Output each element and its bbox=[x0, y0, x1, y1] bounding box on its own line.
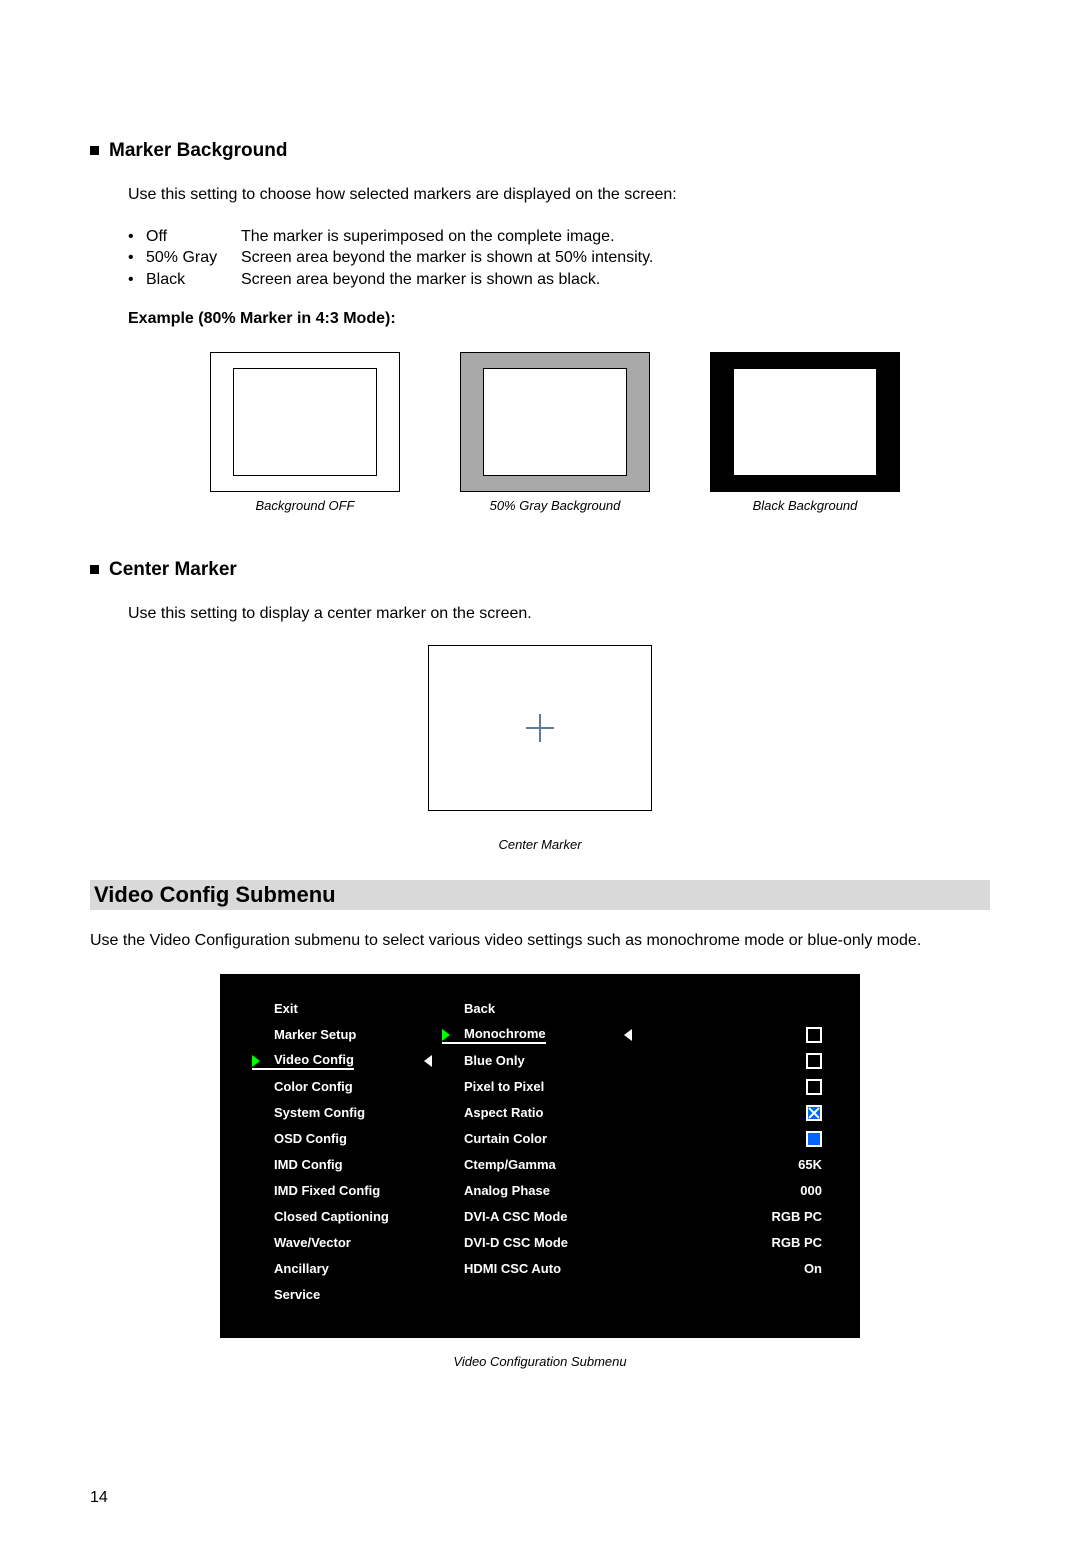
example-inner bbox=[233, 368, 377, 476]
example-inner bbox=[483, 368, 627, 476]
example-row: Background OFF 50% Gray Background Black… bbox=[210, 352, 990, 513]
example-gray: 50% Gray Background bbox=[460, 352, 650, 513]
menu-item[interactable]: Service bbox=[252, 1287, 320, 1302]
osd-row: IMD Config Ctemp/Gamma 65K bbox=[252, 1152, 828, 1178]
osd-row: OSD Config Curtain Color bbox=[252, 1126, 828, 1152]
example-caption: Black Background bbox=[710, 498, 900, 513]
menu-value: 000 bbox=[800, 1183, 822, 1198]
option-row: • 50% Gray Screen area beyond the marker… bbox=[128, 247, 990, 269]
checkbox-checked-icon[interactable] bbox=[806, 1105, 822, 1121]
center-marker-box bbox=[428, 645, 652, 811]
menu-item[interactable]: DVI-A CSC Mode bbox=[442, 1209, 568, 1224]
osd-caption: Video Configuration Submenu bbox=[90, 1354, 990, 1369]
example-black: Black Background bbox=[710, 352, 900, 513]
menu-item[interactable]: IMD Fixed Config bbox=[252, 1183, 380, 1198]
checkbox-icon[interactable] bbox=[806, 1079, 822, 1095]
osd-row: IMD Fixed Config Analog Phase 000 bbox=[252, 1178, 828, 1204]
example-inner bbox=[733, 368, 877, 476]
heading-text: Center Marker bbox=[109, 559, 237, 580]
checkbox-icon[interactable] bbox=[806, 1053, 822, 1069]
menu-item-selected[interactable]: Video Config bbox=[252, 1052, 354, 1070]
option-desc: Screen area beyond the marker is shown a… bbox=[241, 269, 990, 291]
example-box bbox=[210, 352, 400, 492]
center-marker-caption: Center Marker bbox=[90, 837, 990, 852]
example-off: Background OFF bbox=[210, 352, 400, 513]
marker-bg-options: • Off The marker is superimposed on the … bbox=[128, 226, 990, 291]
bullet-icon bbox=[90, 146, 99, 155]
osd-row: Exit Back bbox=[252, 996, 828, 1022]
plus-icon bbox=[526, 714, 554, 742]
osd-row: Ancillary HDMI CSC Auto On bbox=[252, 1256, 828, 1282]
menu-item[interactable]: Blue Only bbox=[442, 1053, 525, 1068]
menu-item[interactable]: IMD Config bbox=[252, 1157, 343, 1172]
option-name: Black bbox=[146, 269, 241, 291]
checkbox-icon[interactable] bbox=[806, 1027, 822, 1043]
menu-item[interactable]: Ctemp/Gamma bbox=[442, 1157, 556, 1172]
menu-value: RGB PC bbox=[771, 1235, 822, 1250]
heading-center-marker: Center Marker bbox=[90, 559, 990, 581]
video-config-banner: Video Config Submenu bbox=[90, 880, 990, 910]
osd-menu: Exit Back Marker Setup Monochrome Video … bbox=[220, 974, 860, 1338]
color-swatch-icon[interactable] bbox=[806, 1131, 822, 1147]
example-label: Example (80% Marker in 4:3 Mode): bbox=[128, 310, 990, 328]
osd-row: Service bbox=[252, 1282, 828, 1308]
triangle-right-icon bbox=[442, 1029, 450, 1041]
center-marker-figure bbox=[90, 645, 990, 811]
menu-value: On bbox=[804, 1261, 822, 1276]
menu-item[interactable]: Marker Setup bbox=[252, 1027, 356, 1042]
option-desc: Screen area beyond the marker is shown a… bbox=[241, 247, 990, 269]
menu-value: 65K bbox=[798, 1157, 822, 1172]
example-box bbox=[710, 352, 900, 492]
triangle-left-icon bbox=[424, 1055, 432, 1067]
menu-item[interactable]: Color Config bbox=[252, 1079, 353, 1094]
menu-item[interactable]: Wave/Vector bbox=[252, 1235, 351, 1250]
osd-row: Video Config Blue Only bbox=[252, 1048, 828, 1074]
menu-value: RGB PC bbox=[771, 1209, 822, 1224]
bullet-icon bbox=[90, 565, 99, 574]
menu-item[interactable]: Analog Phase bbox=[442, 1183, 550, 1198]
heading-marker-background: Marker Background bbox=[90, 140, 990, 162]
option-desc: The marker is superimposed on the comple… bbox=[241, 226, 990, 248]
menu-item[interactable]: Aspect Ratio bbox=[442, 1105, 543, 1120]
menu-item-selected[interactable]: Monochrome bbox=[442, 1026, 546, 1044]
menu-item[interactable]: System Config bbox=[252, 1105, 365, 1120]
bullet-dot: • bbox=[128, 269, 146, 291]
bullet-dot: • bbox=[128, 226, 146, 248]
osd-row: Wave/Vector DVI-D CSC Mode RGB PC bbox=[252, 1230, 828, 1256]
menu-item[interactable]: Exit bbox=[252, 1001, 298, 1016]
heading-text: Marker Background bbox=[109, 140, 287, 161]
menu-item[interactable]: Back bbox=[442, 1001, 495, 1016]
menu-item[interactable]: Closed Captioning bbox=[252, 1209, 389, 1224]
option-row: • Off The marker is superimposed on the … bbox=[128, 226, 990, 248]
menu-item[interactable]: Ancillary bbox=[252, 1261, 329, 1276]
osd-row: Marker Setup Monochrome bbox=[252, 1022, 828, 1048]
option-row: • Black Screen area beyond the marker is… bbox=[128, 269, 990, 291]
menu-item[interactable]: DVI-D CSC Mode bbox=[442, 1235, 568, 1250]
menu-item[interactable]: Pixel to Pixel bbox=[442, 1079, 544, 1094]
submenu-intro: Use the Video Configuration submenu to s… bbox=[90, 932, 990, 950]
osd-row: Color Config Pixel to Pixel bbox=[252, 1074, 828, 1100]
bullet-dot: • bbox=[128, 247, 146, 269]
triangle-left-icon bbox=[624, 1029, 632, 1041]
menu-item[interactable]: OSD Config bbox=[252, 1131, 347, 1146]
example-caption: Background OFF bbox=[210, 498, 400, 513]
menu-item[interactable]: Curtain Color bbox=[442, 1131, 547, 1146]
marker-bg-intro: Use this setting to choose how selected … bbox=[128, 184, 990, 206]
osd-row: Closed Captioning DVI-A CSC Mode RGB PC bbox=[252, 1204, 828, 1230]
example-box bbox=[460, 352, 650, 492]
page-number: 14 bbox=[90, 1489, 990, 1507]
osd-row: System Config Aspect Ratio bbox=[252, 1100, 828, 1126]
option-name: Off bbox=[146, 226, 241, 248]
menu-item[interactable]: HDMI CSC Auto bbox=[442, 1261, 561, 1276]
center-marker-intro: Use this setting to display a center mar… bbox=[128, 603, 990, 625]
triangle-right-icon bbox=[252, 1055, 260, 1067]
option-name: 50% Gray bbox=[146, 247, 241, 269]
example-caption: 50% Gray Background bbox=[460, 498, 650, 513]
